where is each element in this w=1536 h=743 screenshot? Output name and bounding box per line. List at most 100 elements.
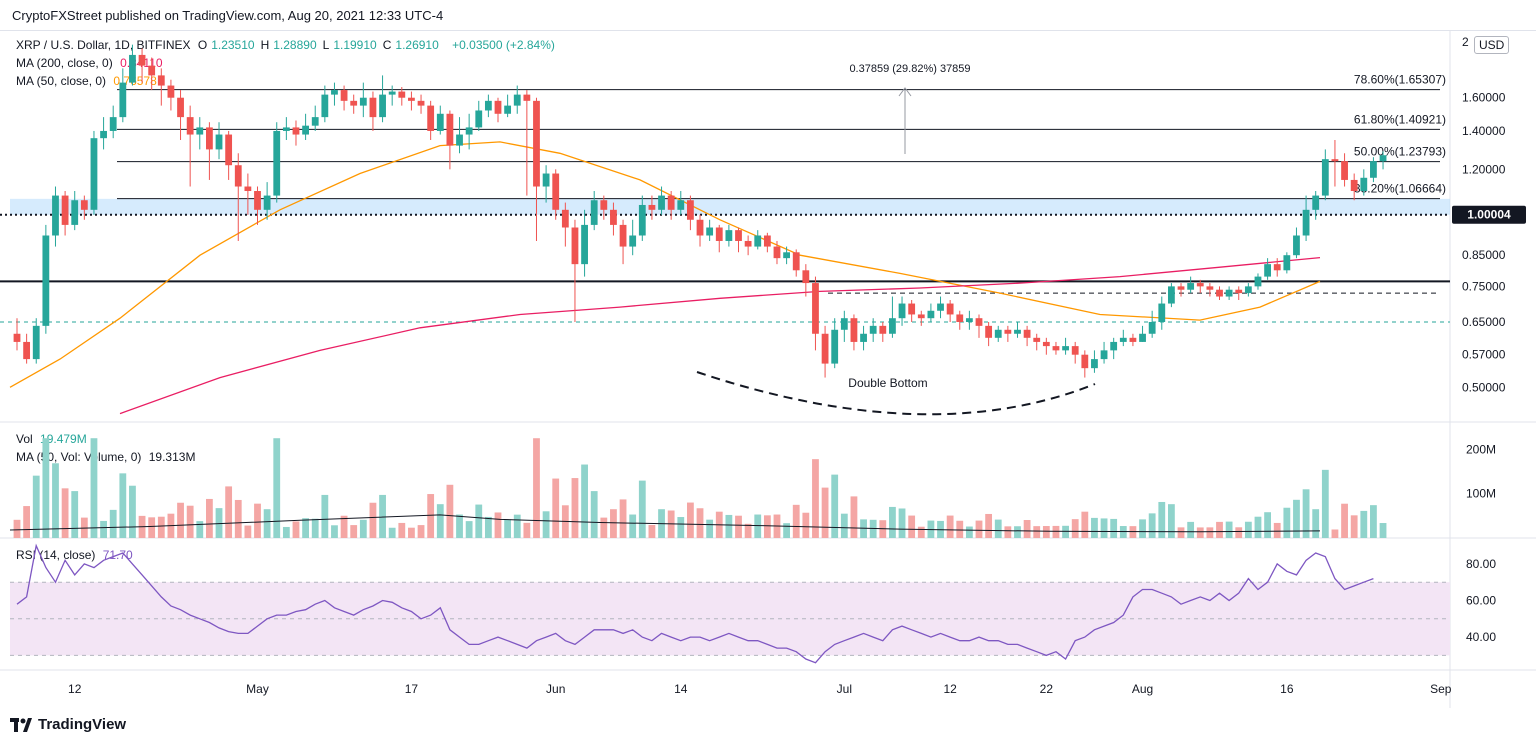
volume-bar <box>619 499 627 538</box>
candle-body <box>1052 346 1060 351</box>
volume-bar <box>436 504 444 538</box>
volume-bar <box>388 527 396 538</box>
key-zone <box>10 198 1450 215</box>
volume-bar <box>350 525 358 538</box>
price-tick-label: 1.20000 <box>1462 162 1506 176</box>
volume-bar <box>100 520 107 538</box>
key-level-badge <box>1452 205 1526 224</box>
candle-body <box>1091 359 1098 369</box>
candle-body <box>1293 235 1300 256</box>
candle-body <box>1254 276 1262 287</box>
fib-label: 50.00%(1.23793) <box>1354 145 1446 159</box>
candle-body <box>71 200 79 225</box>
ma50-label: MA (50, close, 0) <box>16 74 107 88</box>
candle-body <box>157 75 165 86</box>
volume-bar <box>446 484 454 538</box>
volume-bar <box>282 526 290 538</box>
candle-body <box>1014 329 1021 334</box>
volume-bar <box>311 518 319 538</box>
published-note: CryptoFXStreet published on TradingView.… <box>12 8 444 23</box>
candle-body <box>840 318 848 330</box>
candle-body <box>1321 159 1329 196</box>
volume-bar <box>706 519 714 538</box>
candle-body <box>1341 161 1348 180</box>
volume-bar <box>1081 511 1089 538</box>
candle-body <box>23 341 31 360</box>
volume-bar <box>1302 489 1310 538</box>
volume-bar <box>552 478 560 538</box>
volume-bar <box>1177 527 1185 538</box>
fib-label: 38.20%(1.06664) <box>1354 182 1446 196</box>
volume-bar <box>610 509 617 538</box>
candle-body <box>148 65 156 76</box>
candle-body <box>1302 209 1310 236</box>
candle-body <box>1033 337 1041 342</box>
symbol-name[interactable]: XRP / U.S. Dollar, 1D, BITFINEX <box>16 38 191 52</box>
ma200-line <box>119 256 1321 415</box>
candle-body <box>196 127 204 135</box>
volume-bar <box>1004 526 1012 538</box>
candle-body <box>1331 159 1339 162</box>
candle-body <box>869 325 877 334</box>
volume-bar <box>975 520 983 538</box>
tradingview-logo[interactable]: TradingView <box>10 716 126 733</box>
volume-bar <box>638 480 646 538</box>
volume-bar <box>42 438 50 538</box>
volume-bar <box>1023 520 1031 538</box>
volume-bar <box>994 519 1002 538</box>
candle-body <box>494 100 502 114</box>
volume-bar <box>889 506 896 538</box>
candle-body <box>1071 346 1079 355</box>
currency-button[interactable]: USD <box>1474 36 1510 54</box>
fib-label: 61.80%(1.40921) <box>1354 112 1446 126</box>
candle-body <box>13 333 21 342</box>
candle-body <box>340 90 348 101</box>
volume-bar <box>821 487 829 538</box>
volume-bar <box>71 491 79 538</box>
volume-bar <box>1187 521 1195 538</box>
price-chart[interactable]: 0.50000 0.57000 0.65000 0.75000 0.85000 1.200… <box>0 30 1536 708</box>
x-tick-label: 22 <box>1040 682 1054 696</box>
candle-body <box>917 314 925 319</box>
candle-body <box>812 283 819 334</box>
ohlc-value-o: 1.23510 <box>211 38 255 52</box>
volume-bar <box>398 522 406 538</box>
volume-bar <box>1042 526 1050 538</box>
volume-bar <box>946 515 954 538</box>
candle-body <box>956 314 964 322</box>
measure-arrow-head <box>898 87 912 97</box>
volume-bar <box>1312 509 1320 538</box>
volume-bar <box>735 515 742 538</box>
volume-bar <box>1283 507 1291 538</box>
candle-body <box>273 130 281 196</box>
candle-body <box>32 325 40 360</box>
volume-legend[interactable]: Vol 19.479M <box>16 432 91 446</box>
volume-value: 19.479M <box>40 432 87 446</box>
candle-body <box>1110 341 1118 351</box>
volume-bar <box>465 521 473 538</box>
candle-body <box>658 195 665 210</box>
volume-bar <box>687 502 694 538</box>
volume-bar <box>965 526 973 538</box>
candle-body <box>1119 337 1127 342</box>
rsi-tick-label: 40.00 <box>1466 630 1496 644</box>
candle-body <box>1177 286 1185 290</box>
candle-body <box>879 325 887 334</box>
candle-body <box>80 200 88 210</box>
volume-bar <box>427 494 435 538</box>
candle-body <box>523 94 531 101</box>
candle-body <box>1273 264 1281 271</box>
volume-bar <box>196 521 204 538</box>
candle-body <box>138 54 146 66</box>
candle-body <box>398 91 406 98</box>
candle-body <box>206 127 213 150</box>
volume-bar <box>1033 526 1041 538</box>
volume-bar <box>831 474 839 538</box>
volume-bar <box>1148 513 1156 538</box>
candle-body <box>1360 177 1368 192</box>
volume-bar <box>744 523 752 538</box>
volume-bar <box>225 486 233 538</box>
volume-bar <box>1091 517 1098 538</box>
volume-bar <box>802 512 810 538</box>
volume-bar <box>273 438 281 538</box>
